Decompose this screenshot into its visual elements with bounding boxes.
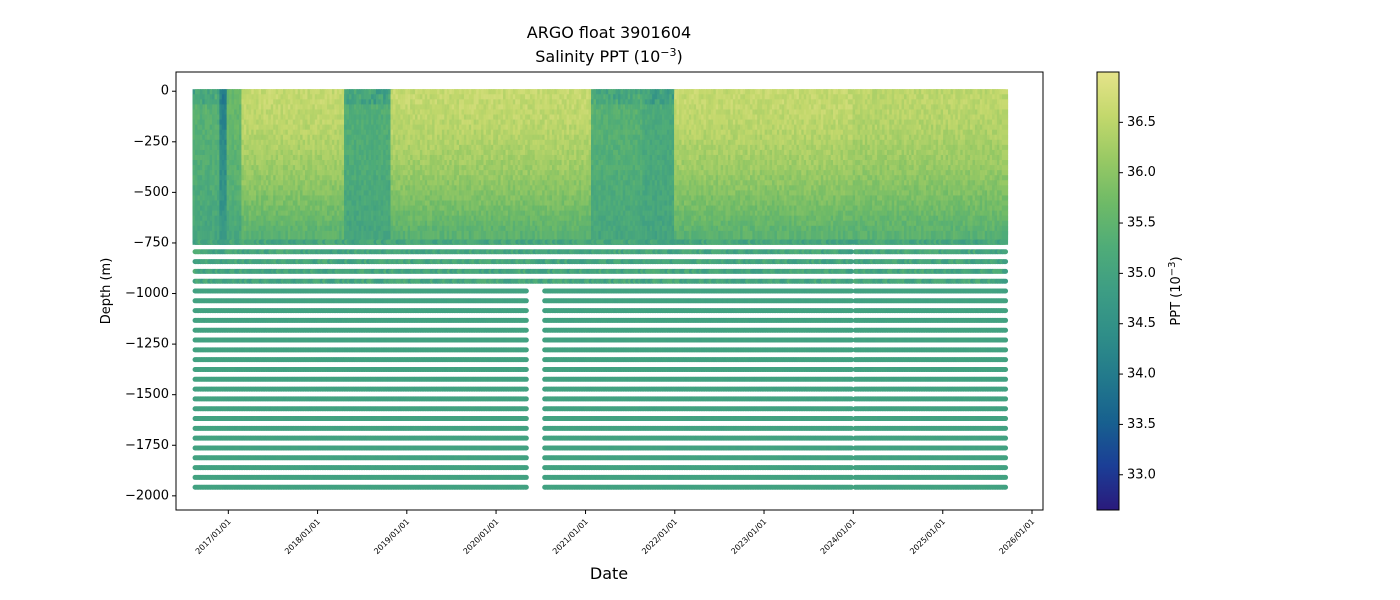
chart-subtitle: Salinity PPT (10−3) <box>535 46 683 66</box>
data-points <box>192 89 1009 490</box>
chart-title: ARGO float 3901604 <box>527 23 691 42</box>
